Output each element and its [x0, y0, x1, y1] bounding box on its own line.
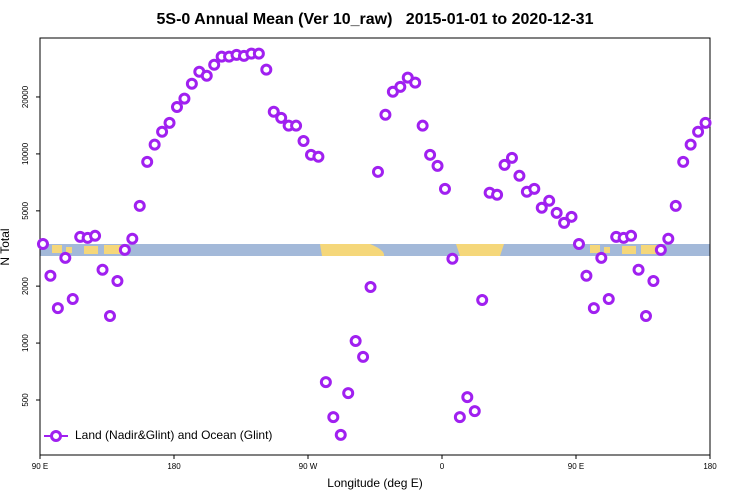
point: [297, 135, 310, 148]
x-axis-title: Longitude (deg E): [327, 476, 422, 490]
point: [89, 229, 102, 242]
point: [692, 125, 705, 138]
point: [371, 165, 384, 178]
point: [170, 101, 183, 114]
point: [446, 252, 459, 265]
x-tick-label: 180: [167, 462, 181, 471]
legend-marker: [50, 430, 62, 442]
x-tick-label: 180: [703, 462, 717, 471]
point: [66, 292, 79, 305]
map-strip: [40, 244, 710, 256]
point: [438, 182, 451, 195]
x-tick-label: 90 W: [299, 462, 318, 471]
point: [200, 69, 213, 82]
land-patches: [52, 244, 659, 256]
y-tick-label: 500: [21, 393, 30, 407]
point: [550, 206, 563, 219]
point: [319, 376, 332, 389]
point: [96, 263, 109, 276]
point: [126, 232, 139, 245]
point: [394, 80, 407, 93]
x-tick-label: 90 E: [568, 462, 584, 471]
y-tick-label: 2000: [21, 277, 30, 295]
point: [275, 111, 288, 124]
point: [662, 232, 675, 245]
point: [602, 292, 615, 305]
point: [625, 229, 638, 242]
point: [543, 194, 556, 207]
point: [476, 293, 489, 306]
point: [364, 280, 377, 293]
point: [357, 350, 370, 363]
point: [290, 119, 303, 132]
point: [639, 310, 652, 323]
point: [156, 125, 169, 138]
point: [163, 116, 176, 129]
point: [260, 63, 273, 76]
point: [208, 58, 221, 71]
chart-title: 5S-0 Annual Mean (Ver 10_raw) 2015-01-01…: [157, 11, 594, 28]
x-tick-label: 0: [440, 462, 445, 471]
point: [133, 199, 146, 212]
point: [178, 92, 191, 105]
point: [580, 269, 593, 282]
y-tick-label: 20000: [21, 85, 30, 108]
point: [461, 391, 474, 404]
point: [669, 199, 682, 212]
point: [349, 334, 362, 347]
point: [528, 182, 541, 195]
point: [535, 201, 548, 214]
point: [699, 116, 712, 129]
point: [558, 216, 571, 229]
point: [334, 428, 347, 441]
point: [312, 150, 325, 163]
point: [498, 158, 511, 171]
point: [595, 251, 608, 264]
point: [59, 251, 72, 264]
point: [36, 237, 49, 250]
point: [684, 138, 697, 151]
point: [453, 411, 466, 424]
point: [342, 387, 355, 400]
point: [677, 155, 690, 168]
point: [632, 263, 645, 276]
point: [424, 148, 437, 161]
point: [505, 151, 518, 164]
y-tick-label: 10000: [21, 142, 30, 165]
point: [647, 274, 660, 287]
point: [431, 159, 444, 172]
x-tick-label: 90 E: [32, 462, 48, 471]
point: [327, 411, 340, 424]
y-axis-title: N Total: [0, 228, 12, 265]
point: [468, 405, 481, 418]
point: [409, 76, 422, 89]
point: [51, 302, 64, 315]
point: [44, 269, 57, 282]
point: [252, 47, 265, 60]
legend-label: Land (Nadir&Glint) and Ocean (Glint): [75, 428, 272, 442]
point: [111, 274, 124, 287]
point: [416, 119, 429, 132]
point: [118, 243, 131, 256]
point: [379, 108, 392, 121]
point: [491, 188, 504, 201]
point: [141, 155, 154, 168]
point: [572, 237, 585, 250]
point: [148, 138, 161, 151]
y-tick-label: 5000: [21, 201, 30, 219]
point: [185, 77, 198, 90]
point: [513, 169, 526, 182]
point: [267, 105, 280, 118]
point: [587, 302, 600, 315]
y-tick-label: 1000: [21, 334, 30, 352]
point: [565, 210, 578, 223]
point: [654, 243, 667, 256]
point: [103, 310, 116, 323]
